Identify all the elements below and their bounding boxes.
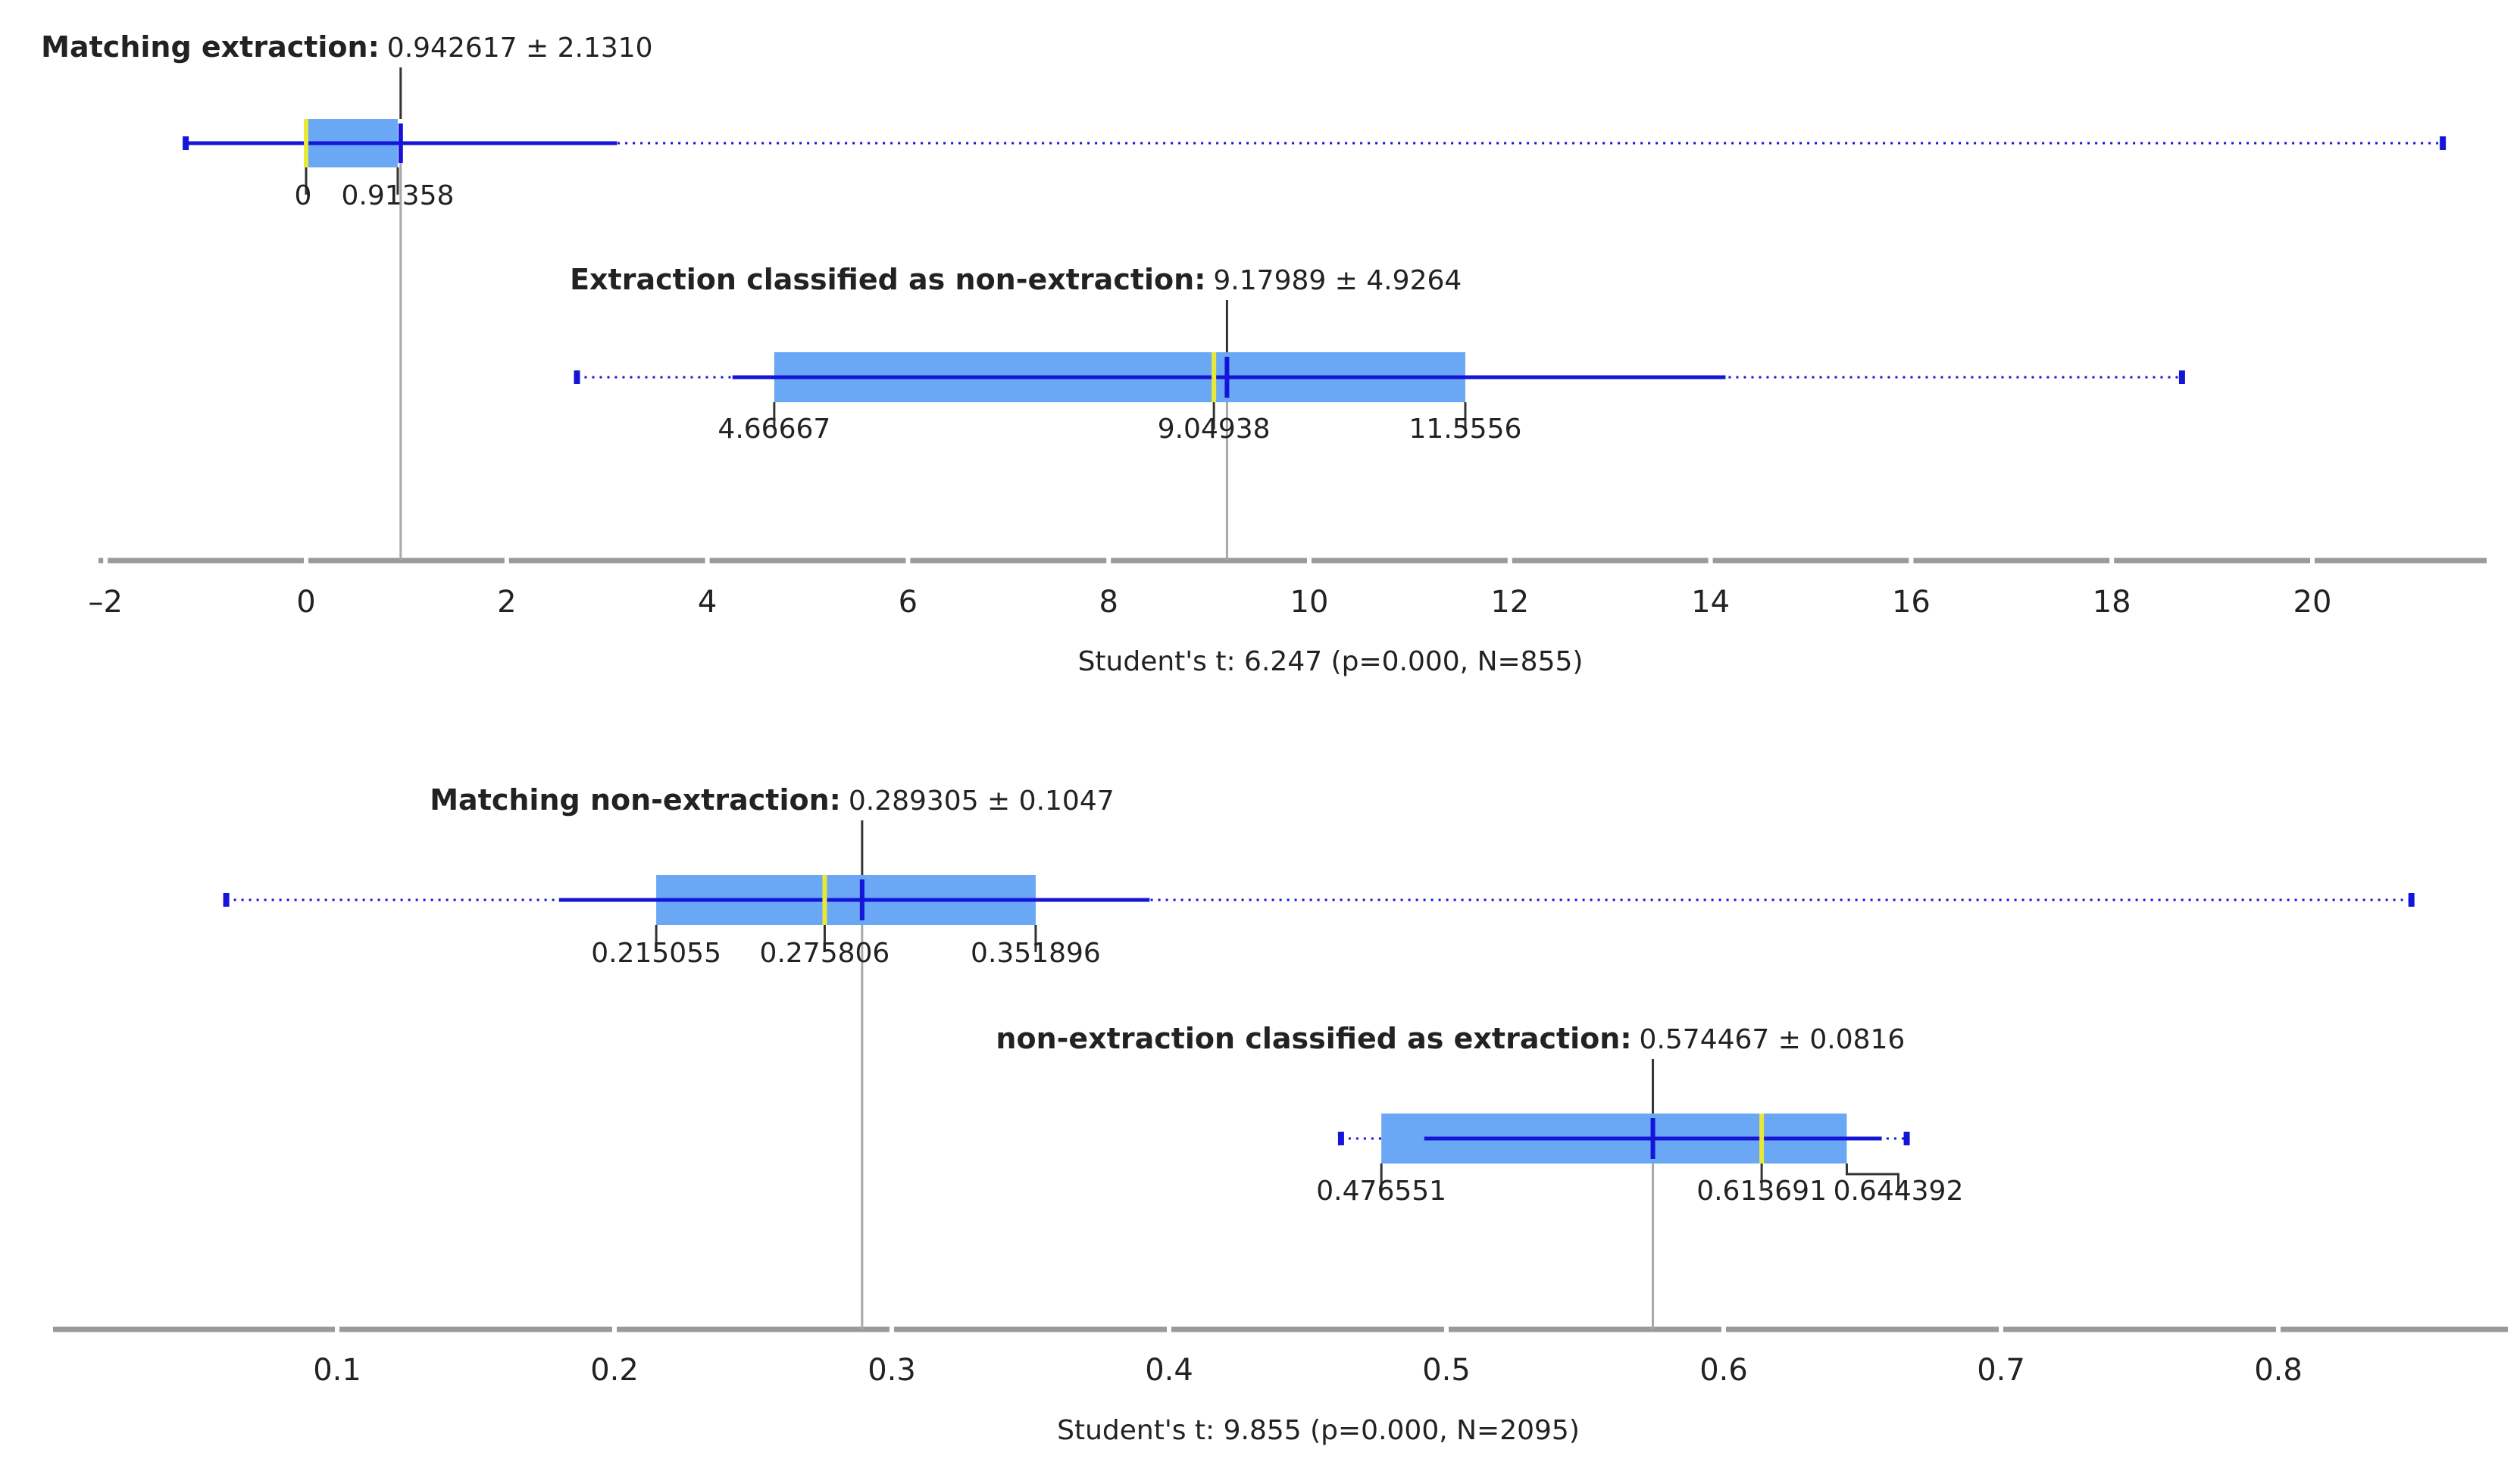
x-tick-label: 2: [497, 585, 516, 620]
range-min-marker: [1337, 1132, 1344, 1145]
range-max-marker: [2408, 893, 2415, 907]
x-tick-label: 0: [296, 585, 315, 620]
range-max-marker: [1903, 1132, 1910, 1145]
value-label: 11.5556: [1409, 414, 1522, 445]
x-tick-label: 0.8: [2254, 1353, 2303, 1388]
value-label: 0: [295, 180, 312, 211]
x-tick-label: 4: [698, 585, 717, 620]
x-tick-label: 0.3: [868, 1353, 916, 1388]
x-tick-label: 8: [1099, 585, 1118, 620]
value-label: 0.613691: [1696, 1176, 1827, 1207]
box-series-2: Extraction classified as non-extraction:…: [570, 263, 2185, 445]
value-label: 0.476551: [1316, 1176, 1446, 1207]
series-title: Matching non-extraction:: [430, 783, 841, 817]
x-tick-label: 0.1: [313, 1353, 361, 1388]
value-label-bracket: [1845, 1164, 1899, 1192]
mean-label: 0.942617 ± 2.1310: [387, 33, 653, 64]
x-tick-label: 0.5: [1422, 1353, 1471, 1388]
series-title: non-extraction classified as extraction:: [996, 1022, 1631, 1055]
x-tick-label: 12: [1490, 585, 1529, 620]
box-series-2: non-extraction classified as extraction:…: [996, 1022, 1963, 1207]
range-min-marker: [574, 370, 580, 384]
range-min-marker: [223, 893, 230, 907]
range-max-marker: [2440, 136, 2447, 150]
mean-label: 0.289305 ± 0.1047: [849, 786, 1115, 817]
x-tick-label: 0.7: [1977, 1353, 2025, 1388]
boxplot-panel-1: –2 0 2 4 6 8 10 12 14 16 18 20 Student's t: 6.247 (p…: [41, 30, 2487, 677]
value-label: 0.215055: [591, 938, 721, 969]
mean-label: 9.17989 ± 4.9264: [1213, 265, 1462, 296]
value-label: 0.91358: [342, 180, 455, 211]
box-series-1: Matching extraction: 0.942617 ± 2.1310 0 0.…: [41, 30, 2447, 211]
box-series-1: Matching non-extraction: 0.289305 ± 0.104…: [223, 783, 2415, 969]
range-max-marker: [2178, 370, 2185, 384]
x-tick-label: 0.6: [1699, 1353, 1748, 1388]
boxplot-panel-2: 0.1 0.2 0.3 0.4 0.5 0.6 0.7 0.8 Student's t: 9.8…: [53, 783, 2508, 1446]
x-tick-label: 0.4: [1145, 1353, 1193, 1388]
x-tick-label: 20: [2293, 585, 2332, 620]
statistic-caption: Student's t: 9.855 (p=0.000, N=2095): [1057, 1415, 1580, 1446]
x-tick-label: 6: [899, 585, 918, 620]
series-title: Matching extraction:: [41, 30, 380, 64]
value-label: 0.644392: [1834, 1176, 1964, 1207]
mean-label: 0.574467 ± 0.0816: [1640, 1024, 1906, 1055]
series-title: Extraction classified as non-extraction:: [570, 263, 1205, 296]
x-tick-label: 10: [1290, 585, 1329, 620]
x-tick-label: 14: [1691, 585, 1730, 620]
value-label: 9.04938: [1158, 414, 1271, 445]
value-label: 0.275806: [760, 938, 890, 969]
x-tick-label: 0.2: [590, 1353, 639, 1388]
value-label: 0.351896: [971, 938, 1101, 969]
x-tick-label: –2: [88, 585, 122, 620]
x-tick-label: 18: [2093, 585, 2131, 620]
x-tick-label: 16: [1892, 585, 1931, 620]
value-label: 4.66667: [718, 414, 830, 445]
statistic-caption: Student's t: 6.247 (p=0.000, N=855): [1078, 646, 1584, 677]
